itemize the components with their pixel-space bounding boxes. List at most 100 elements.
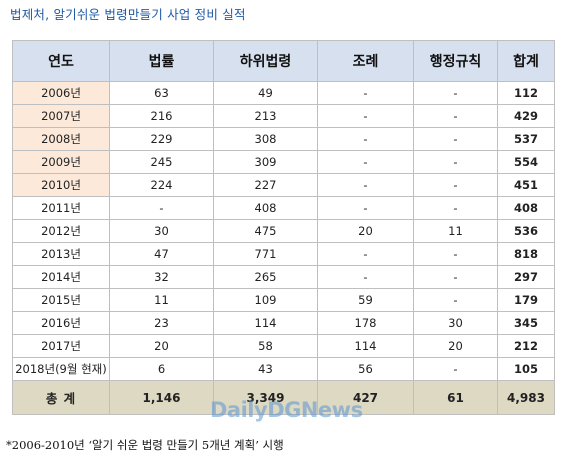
- column-header-admin-rule: 행정규칙: [413, 40, 498, 82]
- cell-year: 2016년: [12, 311, 110, 335]
- cell-ordinance: 56: [317, 357, 414, 381]
- cell-year: 2018년(9월 현재): [12, 357, 110, 381]
- cell-ordinance: 59: [317, 288, 414, 312]
- cell-total: 537: [497, 127, 555, 151]
- table-total-row: 총 계 1,146 3,349 427 61 4,983: [12, 380, 555, 415]
- cell-total: 212: [497, 334, 555, 358]
- cell-admin-rule: 11: [413, 219, 498, 243]
- performance-table: 연도 법률 하위법령 조례 행정규칙 합계 2006년 63 49- -112 2007…: [12, 40, 555, 415]
- total-label: 총 계: [12, 380, 110, 415]
- cell-ordinance: -: [317, 196, 414, 220]
- cell-sub-law: 43: [213, 357, 318, 381]
- cell-year: 2015년: [12, 288, 110, 312]
- cell-total: 429: [497, 104, 555, 128]
- cell-sub-law: 58: [213, 334, 318, 358]
- cell-law: 20: [109, 334, 214, 358]
- cell-law: 63: [109, 81, 214, 105]
- cell-admin-rule: -: [413, 150, 498, 174]
- table-row: 2017년 20 58 114 20 212: [12, 334, 555, 358]
- cell-law: 47: [109, 242, 214, 266]
- cell-total: 554: [497, 150, 555, 174]
- total-admin-rule: 61: [413, 380, 498, 415]
- cell-law: 30: [109, 219, 214, 243]
- table-row: 2012년 30 475 20 11 536: [12, 219, 555, 243]
- total-ordinance: 427: [317, 380, 414, 415]
- cell-law: 229: [109, 127, 214, 151]
- column-header-ordinance: 조례: [317, 40, 414, 82]
- cell-sub-law: 49: [213, 81, 318, 105]
- cell-sub-law: 771: [213, 242, 318, 266]
- table-row: 2018년(9월 현재) 6 43 56-105: [12, 357, 555, 381]
- cell-year: 2011년: [12, 196, 110, 220]
- cell-law: 216: [109, 104, 214, 128]
- table-row: 2011년 -408- -408: [12, 196, 555, 220]
- cell-ordinance: -: [317, 265, 414, 289]
- cell-sub-law: 475: [213, 219, 318, 243]
- cell-year: 2012년: [12, 219, 110, 243]
- cell-total: 451: [497, 173, 555, 197]
- table-row: 2014년 32 265- -297: [12, 265, 555, 289]
- cell-ordinance: 20: [317, 219, 414, 243]
- cell-admin-rule: -: [413, 357, 498, 381]
- cell-law: 23: [109, 311, 214, 335]
- cell-year: 2017년: [12, 334, 110, 358]
- cell-sub-law: 109: [213, 288, 318, 312]
- cell-ordinance: -: [317, 104, 414, 128]
- cell-year: 2010년: [12, 173, 110, 197]
- cell-ordinance: -: [317, 242, 414, 266]
- cell-ordinance: -: [317, 81, 414, 105]
- table-row: 2006년 63 49- -112: [12, 81, 555, 105]
- cell-ordinance: -: [317, 127, 414, 151]
- cell-sub-law: 213: [213, 104, 318, 128]
- cell-admin-rule: -: [413, 104, 498, 128]
- cell-year: 2007년: [12, 104, 110, 128]
- cell-sub-law: 309: [213, 150, 318, 174]
- cell-total: 408: [497, 196, 555, 220]
- column-header-year: 연도: [12, 40, 110, 82]
- cell-law: 11: [109, 288, 214, 312]
- cell-ordinance: 114: [317, 334, 414, 358]
- cell-admin-rule: -: [413, 127, 498, 151]
- column-header-law: 법률: [109, 40, 214, 82]
- watermark-logo: DailyDGNews: [210, 398, 363, 422]
- table-body: 2006년 63 49- -112 2007년 216 213- -429 2008년 229 30…: [12, 81, 555, 381]
- cell-sub-law: 227: [213, 173, 318, 197]
- page-title: 법제처, 알기쉬운 법령만들기 사업 정비 실적: [10, 7, 246, 22]
- cell-total: 345: [497, 311, 555, 335]
- cell-admin-rule: -: [413, 173, 498, 197]
- cell-sub-law: 308: [213, 127, 318, 151]
- table-header-row: 연도 법률 하위법령 조례 행정규칙 합계: [12, 40, 555, 82]
- cell-year: 2014년: [12, 265, 110, 289]
- cell-total: 105: [497, 357, 555, 381]
- cell-admin-rule: -: [413, 288, 498, 312]
- table-row: 2010년 224 227- -451: [12, 173, 555, 197]
- cell-admin-rule: 30: [413, 311, 498, 335]
- column-header-sub-law: 하위법령: [213, 40, 318, 82]
- total-sum: 4,983: [497, 380, 555, 415]
- cell-law: 6: [109, 357, 214, 381]
- table-row: 2013년 47 771- -818: [12, 242, 555, 266]
- cell-total: 536: [497, 219, 555, 243]
- table-row: 2008년 229 308- -537: [12, 127, 555, 151]
- column-header-total: 합계: [497, 40, 555, 82]
- cell-sub-law: 265: [213, 265, 318, 289]
- cell-year: 2006년: [12, 81, 110, 105]
- cell-year: 2013년: [12, 242, 110, 266]
- cell-admin-rule: -: [413, 196, 498, 220]
- cell-law: 224: [109, 173, 214, 197]
- cell-year: 2009년: [12, 150, 110, 174]
- table-row: 2007년 216 213- -429: [12, 104, 555, 128]
- cell-total: 112: [497, 81, 555, 105]
- cell-admin-rule: -: [413, 242, 498, 266]
- cell-admin-rule: 20: [413, 334, 498, 358]
- footnote: *2006-2010년 ‘알기 쉬운 법령 만들기 5개년 계획’ 시행: [6, 438, 284, 452]
- table-row: 2009년 245 309- -554: [12, 150, 555, 174]
- cell-total: 818: [497, 242, 555, 266]
- table-row: 2015년 11 109 59-179: [12, 288, 555, 312]
- cell-ordinance: -: [317, 150, 414, 174]
- cell-ordinance: 178: [317, 311, 414, 335]
- cell-total: 297: [497, 265, 555, 289]
- cell-sub-law: 114: [213, 311, 318, 335]
- cell-admin-rule: -: [413, 265, 498, 289]
- cell-law: -: [109, 196, 214, 220]
